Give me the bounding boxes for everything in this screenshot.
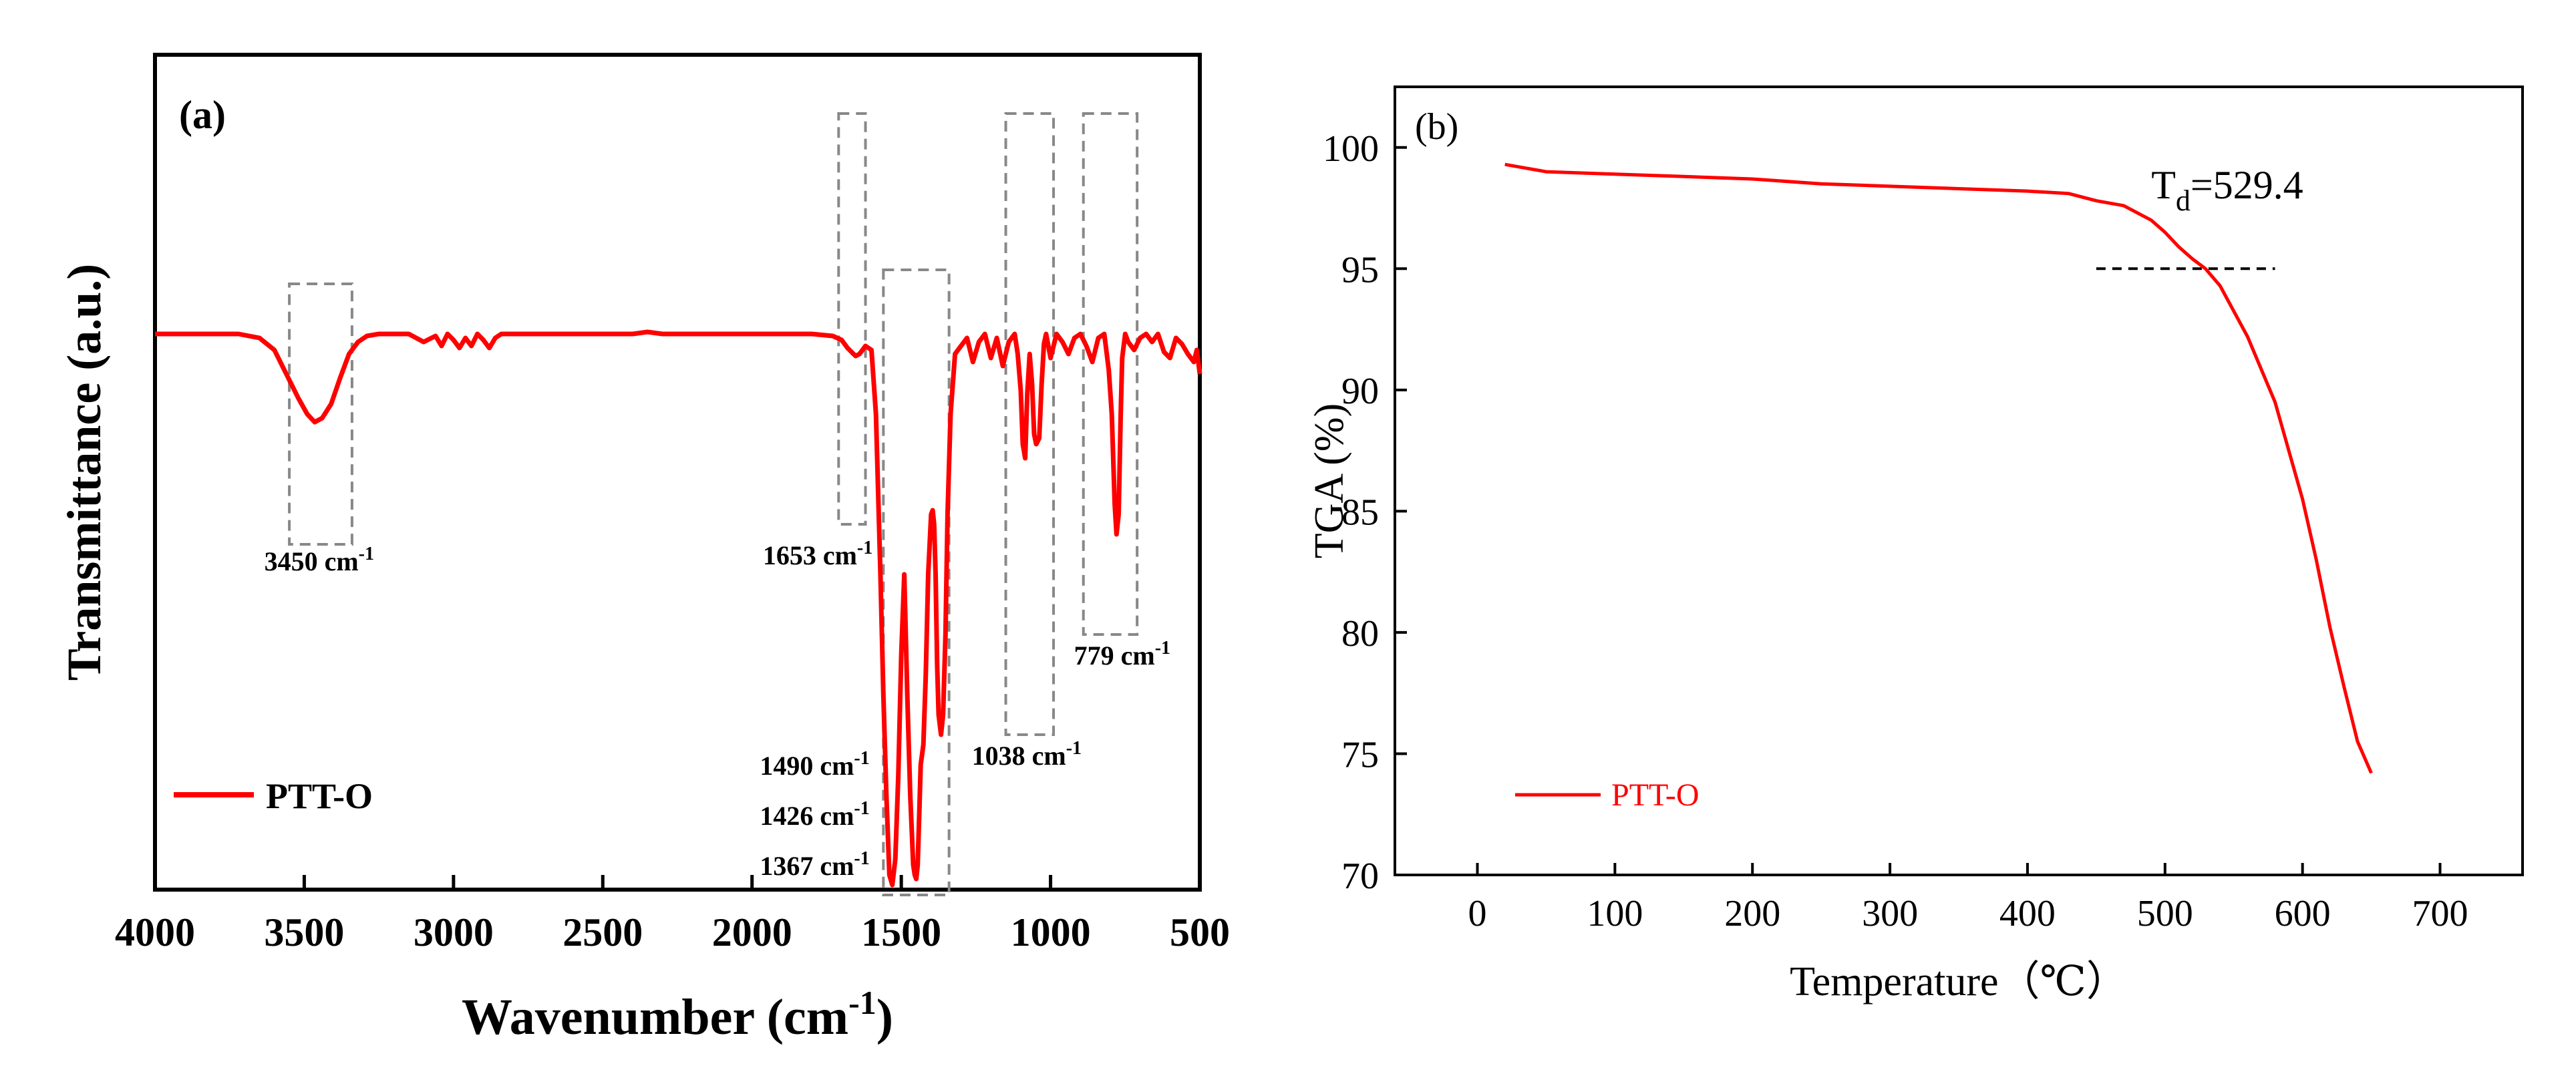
panel-a-peak-label: 1653 cm-1 <box>763 538 872 570</box>
panel-a-series-line-ptt-o <box>155 329 1202 888</box>
panel-b-y-tick-label: 90 <box>1341 371 1379 412</box>
panel-a-peak-dashed-box <box>1082 112 1139 636</box>
panel-a-peak-dashed-box <box>837 112 867 526</box>
panel-a-peak-label: 1038 cm-1 <box>972 738 1082 771</box>
panel-b-x-tick-label: 0 <box>1468 893 1487 934</box>
panel-b-series-line-ptt-o <box>1504 162 2373 774</box>
panel-b-y-tick-label: 75 <box>1341 734 1379 775</box>
panel-a-x-tick-label: 1500 <box>861 910 941 954</box>
panel-a-peak-label: 779 cm-1 <box>1074 638 1170 671</box>
panel-a-x-tick-label: 1000 <box>1011 910 1091 954</box>
panel-a-ftir-chart: (a) 4000 3500 3000 2500 2000 1500 1000 500 3450… <box>57 53 1230 1045</box>
panel-b-y-tick-label: 80 <box>1341 613 1379 655</box>
panel-a-legend-label: PTT-O <box>266 776 373 816</box>
panel-a-peak-boxes <box>288 112 1139 896</box>
panel-a-peak-label: 1426 cm-1 <box>760 798 869 831</box>
panel-b-y-tick-label: 85 <box>1341 492 1379 533</box>
panel-b-label: (b) <box>1415 106 1458 148</box>
panel-b-y-tick-label: 95 <box>1341 249 1379 291</box>
panel-a-label: (a) <box>179 93 226 137</box>
panel-a-plot-frame <box>153 53 1202 892</box>
panel-a-peak-dashed-box <box>288 283 353 546</box>
panel-a-x-tick-label: 2500 <box>562 910 643 954</box>
panel-a-peak-dashed-box <box>882 268 951 896</box>
panel-b-plot-frame <box>1394 85 2524 876</box>
panel-a-x-axis-label: Wavenumber (cm-1) <box>462 984 893 1045</box>
panel-b-x-tick-label: 400 <box>1999 893 2056 934</box>
panel-a-peak-label: 1367 cm-1 <box>760 848 869 881</box>
panel-a-peak-dashed-box <box>1004 112 1056 736</box>
panel-b-x-tick-label: 100 <box>1587 893 1643 934</box>
panel-b-x-tick-label: 200 <box>1724 893 1780 934</box>
panel-b-y-tick-label: 100 <box>1323 128 1379 170</box>
panel-b-x-tick-label: 300 <box>1862 893 1918 934</box>
panel-b-legend-label: PTT-O <box>1611 777 1700 813</box>
panel-b-y-axis-label: TGA (%) <box>1307 403 1352 558</box>
panel-b-x-tick-label: 500 <box>2137 893 2193 934</box>
panel-a-peak-label: 3450 cm-1 <box>265 544 374 576</box>
panel-b-x-tick-label: 600 <box>2275 893 2331 934</box>
panel-a-x-tick-label: 2000 <box>712 910 792 954</box>
panel-a-x-tick-label: 3000 <box>414 910 494 954</box>
panel-b-td-annotation: Td=529.4 <box>2151 163 2303 217</box>
panel-b-y-ticks: 70 75 80 85 90 95 100 <box>1323 128 1407 897</box>
panel-b-tga-chart: (b) 0 100 200 300 400 500 600 700 70 75 80 85 90 95 1… <box>1307 85 2524 1005</box>
panel-b-x-tick-label: 700 <box>2412 893 2468 934</box>
panel-a-y-axis-label: Transmittance (a.u.) <box>57 264 111 681</box>
panel-a-x-tick-label: 4000 <box>115 910 195 954</box>
panel-a-x-tick-label: 3500 <box>264 910 344 954</box>
panel-a-peak-label: 1490 cm-1 <box>760 748 869 781</box>
panel-a-x-ticks: 4000 3500 3000 2500 2000 1500 1000 500 <box>115 875 1230 954</box>
panel-b-x-ticks: 0 100 200 300 400 500 600 700 <box>1468 863 2468 934</box>
panel-b-x-axis-label: Temperature（℃） <box>1790 959 2128 1005</box>
panel-b-y-tick-label: 70 <box>1341 856 1379 897</box>
panel-a-x-tick-label: 500 <box>1170 910 1230 954</box>
panel-a-peak-annotations: 3450 cm-1 1653 cm-1 1490 cm-1 1426 cm-1 1367… <box>265 538 1170 881</box>
